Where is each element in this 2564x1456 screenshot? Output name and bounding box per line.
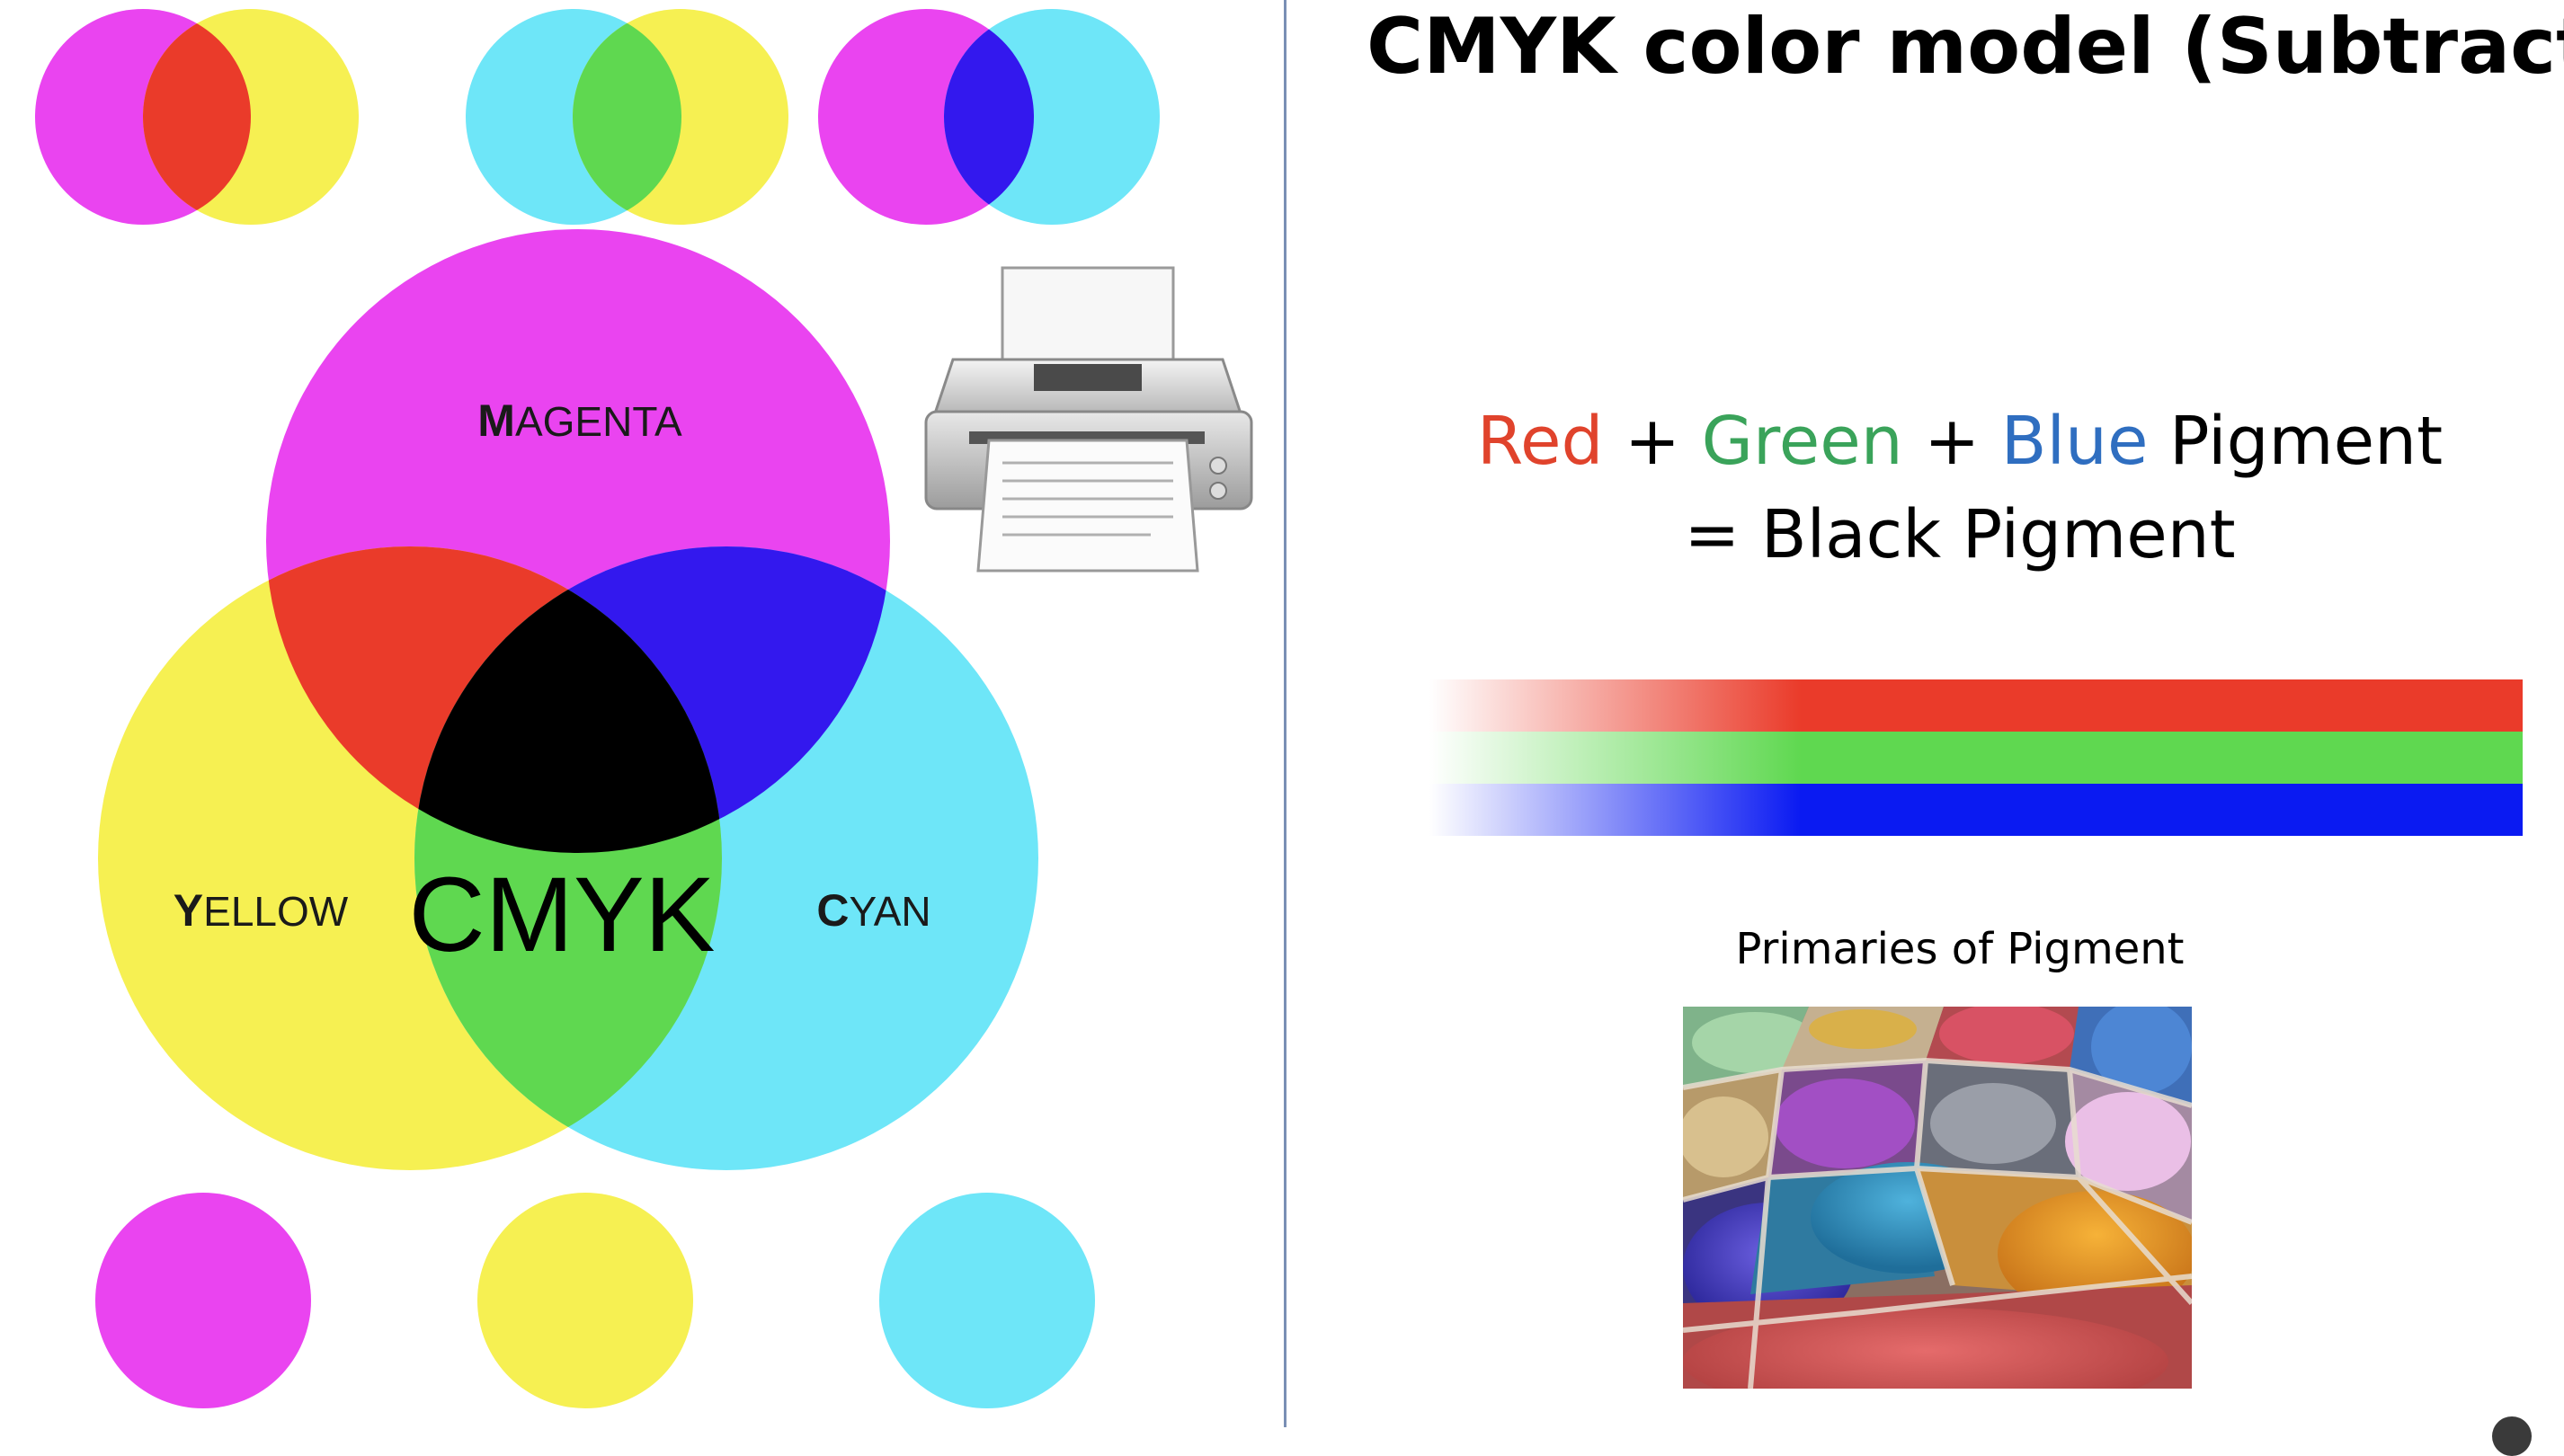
yellow-label: YELLOW xyxy=(174,885,349,936)
black-region xyxy=(414,546,722,853)
red-overlap xyxy=(143,9,251,225)
magenta-yellow-pair xyxy=(35,9,359,225)
blue-gradient-bar xyxy=(1429,784,2523,836)
green-gradient-bar xyxy=(1429,732,2523,784)
cyan-yellow-pair xyxy=(466,9,788,225)
pigment-gradient-bars xyxy=(1429,679,2523,836)
cyan-label: CYAN xyxy=(816,885,930,936)
vertical-divider xyxy=(1284,0,1286,1427)
cmyk-center-label: CMYK xyxy=(409,856,716,974)
pigment-caption: Primaries of Pigment xyxy=(1735,924,2185,974)
green-overlap xyxy=(573,9,681,225)
corner-dot xyxy=(2492,1416,2532,1456)
magenta-cyan-pair xyxy=(818,9,1160,225)
plus-sign: + xyxy=(1603,403,1702,480)
blue-word: Blue xyxy=(2000,403,2149,480)
magenta-label: MAGENTA xyxy=(477,395,682,446)
blue-overlap xyxy=(944,9,1034,225)
black-pigment-result: = Black Pigment xyxy=(1684,496,2236,573)
red-gradient-bar xyxy=(1429,679,2523,732)
red-word: Red xyxy=(1476,403,1604,480)
plus-sign: + xyxy=(1902,403,2001,480)
pigment-powder-photo xyxy=(1683,1007,2192,1389)
pigment-equation: Red + Green + Blue Pigment xyxy=(1438,403,2481,480)
printer-icon xyxy=(924,266,1253,573)
page-title: CMYK color model (Subtractive) xyxy=(1367,2,2564,92)
bottom-cyan-circle xyxy=(879,1193,1095,1408)
bottom-yellow-circle xyxy=(477,1193,693,1408)
cmyk-venn-diagram: MAGENTA YELLOW CYAN CMYK xyxy=(35,9,1160,1408)
bottom-magenta-circle xyxy=(95,1193,311,1408)
green-word: Green xyxy=(1701,403,1903,480)
pigment-word: Pigment xyxy=(2148,403,2444,480)
